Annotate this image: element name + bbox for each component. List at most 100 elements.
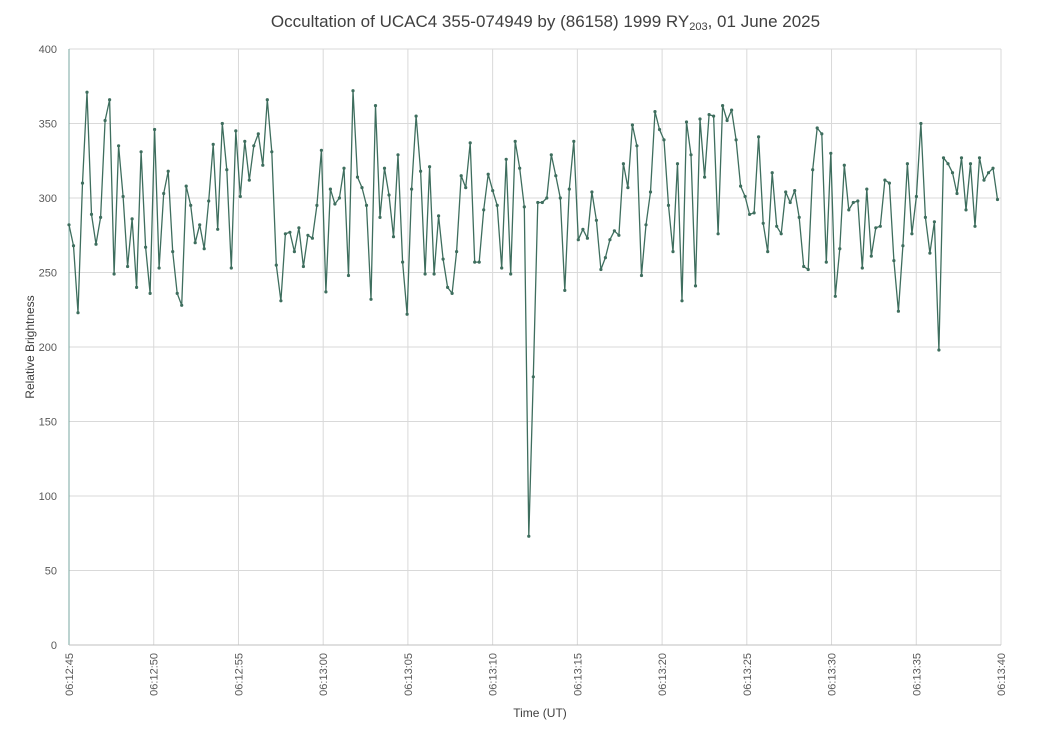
data-point <box>491 189 495 193</box>
y-tick-label: 150 <box>39 417 57 429</box>
data-point <box>373 104 378 108</box>
data-point <box>644 223 648 227</box>
data-point <box>883 178 887 182</box>
data-point <box>428 165 432 169</box>
data-point <box>973 224 977 228</box>
data-point <box>626 186 630 190</box>
y-tick-label: 100 <box>39 491 57 503</box>
data-point <box>680 299 684 303</box>
data-point <box>811 168 815 172</box>
data-point <box>707 113 711 117</box>
data-point <box>419 169 423 173</box>
x-tick-label: 06:13:40 <box>996 653 1008 696</box>
data-point <box>955 191 959 196</box>
data-point <box>401 260 405 264</box>
data-point <box>346 273 351 278</box>
data-point <box>157 266 161 270</box>
data-point <box>612 229 617 233</box>
data-point <box>238 194 242 199</box>
data-point <box>761 221 765 225</box>
data-point <box>292 250 296 254</box>
data-point <box>928 251 932 255</box>
data-point <box>581 227 585 231</box>
data-point <box>76 311 80 315</box>
data-point <box>982 178 986 182</box>
data-point <box>585 236 590 240</box>
data-point <box>473 260 477 264</box>
data-point <box>639 273 644 278</box>
data-point <box>504 157 508 161</box>
data-point <box>977 156 982 160</box>
x-tick-label: 06:13:20 <box>657 653 669 696</box>
data-point <box>387 193 391 197</box>
data-point <box>410 187 414 191</box>
data-point <box>657 127 662 132</box>
data-point <box>698 117 702 121</box>
data-point <box>815 126 819 130</box>
data-point <box>126 264 130 269</box>
data-point <box>829 151 833 155</box>
data-point <box>89 212 94 216</box>
data-point <box>874 226 878 230</box>
data-point <box>441 257 445 261</box>
data-point <box>703 175 707 179</box>
data-point <box>594 218 599 222</box>
data-point <box>865 187 869 191</box>
data-point <box>824 260 828 264</box>
data-point <box>108 98 112 102</box>
data-point <box>391 235 396 239</box>
data-point <box>851 200 855 205</box>
data-point <box>549 153 553 157</box>
data-point <box>770 171 774 175</box>
data-point <box>991 166 995 170</box>
data-point <box>279 299 283 303</box>
data-point <box>923 215 928 219</box>
y-tick-label: 400 <box>39 44 57 56</box>
data-point <box>567 187 571 191</box>
data-point <box>752 211 756 215</box>
data-point <box>603 256 608 260</box>
data-point <box>477 260 481 264</box>
x-tick-label: 06:13:10 <box>488 653 500 696</box>
data-point <box>558 196 562 200</box>
chart-title-main: Occultation of UCAC4 355-074949 by (8615… <box>270 12 690 31</box>
chart-title-subscript: 203 <box>689 21 708 33</box>
data-point <box>135 285 139 289</box>
data-point <box>730 108 734 112</box>
data-point <box>608 238 612 242</box>
data-point <box>856 199 860 203</box>
data-point <box>67 223 71 227</box>
data-point <box>495 203 499 207</box>
data-point <box>684 120 689 124</box>
x-tick-label: 06:13:30 <box>827 653 839 696</box>
data-point <box>337 196 341 200</box>
data-point <box>820 132 824 136</box>
data-point <box>405 312 409 316</box>
data-point <box>518 166 522 170</box>
x-tick-label: 06:13:15 <box>572 653 584 696</box>
data-point <box>648 190 653 194</box>
data-point <box>324 290 328 294</box>
data-point <box>85 90 89 94</box>
data-point <box>342 166 346 170</box>
data-point <box>932 220 937 224</box>
data-point <box>878 224 882 228</box>
data-point <box>189 203 193 207</box>
data-point <box>788 200 792 205</box>
data-point <box>621 162 626 166</box>
data-point <box>184 184 188 188</box>
x-tick-label: 06:12:55 <box>233 653 245 696</box>
data-point <box>540 200 544 205</box>
data-point <box>775 224 779 228</box>
data-point <box>355 175 360 179</box>
data-point <box>941 156 946 160</box>
x-tick-label: 06:13:35 <box>911 653 923 696</box>
data-point <box>914 194 919 199</box>
y-tick-label: 300 <box>39 193 57 205</box>
data-point <box>193 241 197 245</box>
data-point <box>256 132 260 136</box>
data-point <box>671 250 675 254</box>
chart-title-tail: , 01 June 2025 <box>707 12 821 31</box>
data-point <box>797 215 801 219</box>
